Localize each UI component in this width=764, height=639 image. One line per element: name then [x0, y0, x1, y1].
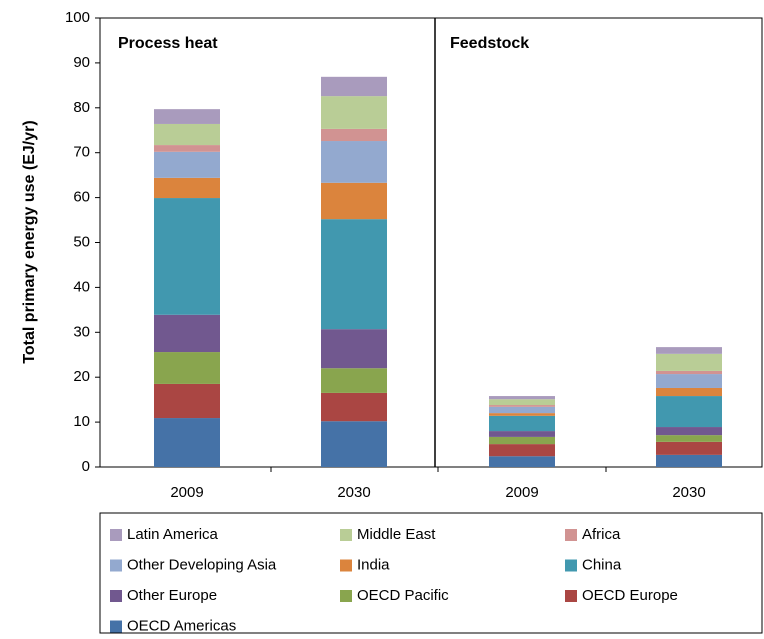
- legend-label: OECD Americas: [127, 617, 236, 634]
- bar-segment: [656, 435, 722, 442]
- bar-segment: [656, 374, 722, 388]
- bar-segment: [321, 76, 387, 97]
- bar-segment: [656, 370, 722, 375]
- legend-swatch: [340, 590, 352, 602]
- legend-label: OECD Pacific: [357, 587, 449, 604]
- y-tick-label: 100: [65, 9, 90, 26]
- bar-segment: [656, 396, 722, 428]
- y-axis-label: Total primary energy use (EJ/yr): [21, 120, 38, 363]
- bar-segment: [489, 444, 555, 457]
- bar-segment: [489, 399, 555, 406]
- bar-segment: [154, 145, 220, 152]
- y-tick-label: 0: [82, 458, 90, 475]
- x-tick-label: 2030: [337, 484, 370, 501]
- y-tick-label: 10: [73, 413, 90, 430]
- bar-segment: [489, 405, 555, 407]
- legend-swatch: [340, 529, 352, 541]
- bar-segment: [154, 177, 220, 199]
- legend-swatch: [565, 590, 577, 602]
- bar-segment: [154, 352, 220, 384]
- legend-label: Africa: [582, 526, 621, 543]
- bar-segment: [489, 415, 555, 432]
- legend-swatch: [340, 559, 352, 572]
- legend-label: Latin America: [127, 526, 219, 543]
- bar-segment: [321, 96, 387, 129]
- bar-segment: [154, 418, 220, 467]
- panel-label: Process heat: [118, 35, 218, 52]
- bar-segment: [321, 368, 387, 393]
- legend-label: Other Developing Asia: [127, 556, 277, 573]
- bar-segment: [154, 198, 220, 315]
- bar-segment: [321, 219, 387, 330]
- legend-swatch: [110, 529, 122, 541]
- bar-segment: [154, 109, 220, 124]
- bar-segment: [154, 151, 220, 178]
- bar-segment: [656, 441, 722, 455]
- bar-segment: [656, 454, 722, 467]
- bar-segment: [154, 383, 220, 419]
- x-tick-label: 2009: [505, 484, 538, 501]
- y-tick-label: 40: [73, 278, 90, 295]
- legend-swatch: [110, 590, 122, 602]
- legend-frame: [99, 512, 763, 634]
- bar-segment: [656, 387, 722, 397]
- bar-segment: [656, 347, 722, 354]
- bar-segment: [321, 182, 387, 220]
- bar-segment: [489, 431, 555, 437]
- y-tick-label: 80: [73, 99, 90, 116]
- bar-segment: [489, 413, 555, 416]
- panel-label: Feedstock: [450, 35, 529, 52]
- bar-segment: [321, 128, 387, 142]
- y-tick-label: 50: [73, 233, 90, 250]
- legend-swatch: [110, 559, 122, 572]
- legend-label: Other Europe: [127, 587, 217, 604]
- bar-segment: [154, 314, 220, 353]
- legend-swatch: [110, 620, 122, 633]
- x-tick-label: 2009: [170, 484, 203, 501]
- legend-label: OECD Europe: [582, 587, 678, 604]
- legend-swatch: [565, 559, 577, 572]
- legend-label: India: [357, 556, 390, 573]
- bar-segment: [321, 141, 387, 183]
- bar-segment: [489, 436, 555, 445]
- legend-label: Middle East: [357, 526, 436, 543]
- y-tick-label: 70: [73, 144, 90, 161]
- bar-segment: [489, 456, 555, 467]
- bar-segment: [489, 396, 555, 400]
- bar-segment: [489, 406, 555, 414]
- bar-segment: [321, 421, 387, 467]
- x-tick-label: 2030: [672, 484, 705, 501]
- bar-segment: [656, 427, 722, 436]
- bar-segment: [656, 353, 722, 371]
- bar-segment: [154, 123, 220, 146]
- bar-segment: [321, 392, 387, 422]
- y-tick-label: 20: [73, 368, 90, 385]
- legend-swatch: [565, 529, 577, 541]
- y-tick-label: 90: [73, 54, 90, 71]
- y-tick-label: 60: [73, 189, 90, 206]
- y-tick-label: 30: [73, 323, 90, 340]
- bar-segment: [321, 329, 387, 369]
- legend-label: China: [582, 556, 622, 573]
